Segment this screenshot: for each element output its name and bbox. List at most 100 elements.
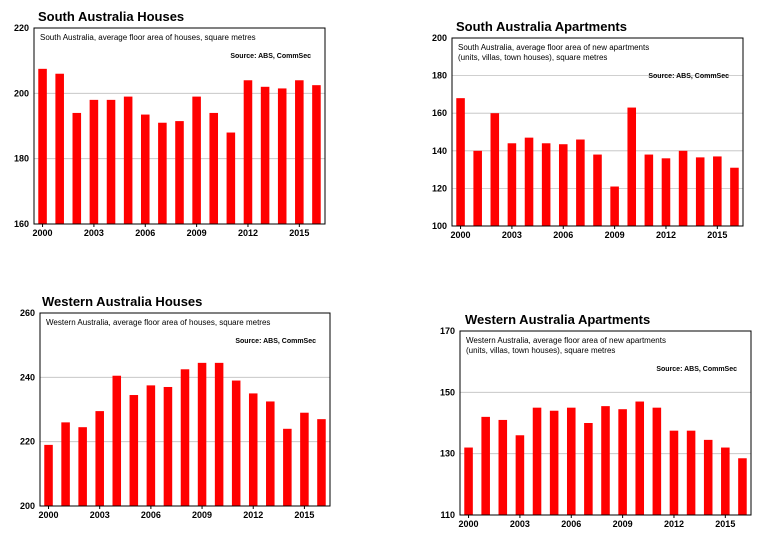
bar-2007 xyxy=(584,423,593,515)
bar-2006 xyxy=(146,385,156,506)
x-tick-label: 2006 xyxy=(135,228,155,238)
bar-2005 xyxy=(129,395,139,506)
y-tick-label: 160 xyxy=(14,219,29,229)
chart-description: South Australia, average floor area of h… xyxy=(40,33,256,42)
chart-source: Source: ABS, CommSec xyxy=(656,366,737,373)
x-tick-label: 2003 xyxy=(84,228,104,238)
chart-title: South Australia Apartments xyxy=(456,19,627,34)
x-tick-label: 2006 xyxy=(141,510,161,520)
bar-2016 xyxy=(738,458,747,515)
bar-2004 xyxy=(112,375,122,506)
chart-title: Western Australia Houses xyxy=(42,294,203,309)
x-tick-label: 2003 xyxy=(502,230,522,240)
y-tick-label: 130 xyxy=(440,449,455,459)
y-tick-label: 180 xyxy=(14,154,29,164)
bar-2012 xyxy=(661,158,671,226)
bar-2012 xyxy=(243,80,253,225)
bar-2002 xyxy=(72,112,82,224)
x-tick-label: 2006 xyxy=(553,230,573,240)
bar-2012 xyxy=(248,393,258,506)
bar-2008 xyxy=(180,369,190,506)
bar-2000 xyxy=(38,68,47,224)
x-tick-label: 2000 xyxy=(33,228,53,238)
bar-2009 xyxy=(197,362,207,506)
y-tick-label: 140 xyxy=(432,146,447,156)
bar-2011 xyxy=(226,132,236,224)
bar-2009 xyxy=(610,186,619,226)
bar-2014 xyxy=(703,439,713,515)
x-tick-label: 2015 xyxy=(289,228,309,238)
bar-2009 xyxy=(192,96,201,224)
x-tick-label: 2015 xyxy=(294,510,314,520)
bar-2005 xyxy=(541,143,551,226)
bar-2015 xyxy=(721,447,730,515)
y-tick-label: 200 xyxy=(14,88,29,98)
bar-2011 xyxy=(644,154,654,226)
x-tick-label: 2015 xyxy=(707,230,727,240)
bar-2015 xyxy=(295,80,304,225)
bar-2013 xyxy=(686,430,696,515)
plot-frame xyxy=(451,37,744,227)
bar-2010 xyxy=(627,107,637,226)
bar-2006 xyxy=(140,114,150,224)
y-tick-label: 200 xyxy=(432,33,447,43)
bar-2011 xyxy=(652,407,662,515)
bar-2000 xyxy=(464,447,473,515)
bar-2003 xyxy=(507,143,517,226)
bar-2003 xyxy=(515,435,525,515)
y-tick-label: 260 xyxy=(20,308,35,318)
x-tick-label: 2000 xyxy=(451,230,471,240)
x-tick-label: 2009 xyxy=(613,519,633,529)
chart-description: Western Australia, average floor area of… xyxy=(466,336,666,345)
x-tick-label: 2000 xyxy=(459,519,479,529)
y-tick-label: 240 xyxy=(20,372,35,382)
y-tick-label: 100 xyxy=(432,221,447,231)
bar-2014 xyxy=(283,428,292,506)
bar-2012 xyxy=(669,430,679,515)
bar-2016 xyxy=(730,167,739,226)
y-tick-label: 200 xyxy=(20,501,35,511)
bar-2014 xyxy=(277,88,287,224)
bar-2002 xyxy=(498,419,508,515)
x-tick-label: 2009 xyxy=(187,228,207,238)
bar-2001 xyxy=(61,422,70,506)
bar-2001 xyxy=(473,150,482,226)
bar-2016 xyxy=(312,85,321,225)
bar-2010 xyxy=(214,362,224,506)
x-tick-label: 2003 xyxy=(90,510,110,520)
bar-2009 xyxy=(618,409,627,515)
bar-2010 xyxy=(635,401,645,515)
bar-2004 xyxy=(524,137,534,226)
bar-2004 xyxy=(106,99,116,224)
y-tick-label: 170 xyxy=(440,326,455,336)
chart-source: Source: ABS, CommSec xyxy=(648,73,729,80)
bar-2003 xyxy=(95,411,104,506)
x-tick-label: 2009 xyxy=(192,510,212,520)
plot-frame xyxy=(33,27,326,225)
bar-2006 xyxy=(558,144,568,226)
bar-2005 xyxy=(123,96,133,224)
bar-2006 xyxy=(566,407,576,515)
bar-2011 xyxy=(231,380,241,506)
chart-description: Western Australia, average floor area of… xyxy=(46,318,270,327)
bar-2007 xyxy=(163,386,173,506)
plot-frame xyxy=(459,330,752,516)
x-tick-label: 2012 xyxy=(656,230,676,240)
bar-2002 xyxy=(490,113,500,226)
y-tick-label: 150 xyxy=(440,387,455,397)
bar-2003 xyxy=(89,99,99,224)
y-tick-label: 220 xyxy=(20,437,35,447)
x-tick-label: 2012 xyxy=(243,510,263,520)
bar-2004 xyxy=(532,407,542,515)
x-tick-label: 2012 xyxy=(664,519,684,529)
y-tick-label: 120 xyxy=(432,183,447,193)
bar-2016 xyxy=(317,419,326,506)
x-tick-label: 2015 xyxy=(715,519,735,529)
bar-2015 xyxy=(713,156,722,226)
chart-description: (units, villas, town houses), square met… xyxy=(458,53,607,62)
chart-description: South Australia, average floor area of n… xyxy=(458,43,649,52)
chart-description: (units, villas, town houses), square met… xyxy=(466,346,615,355)
